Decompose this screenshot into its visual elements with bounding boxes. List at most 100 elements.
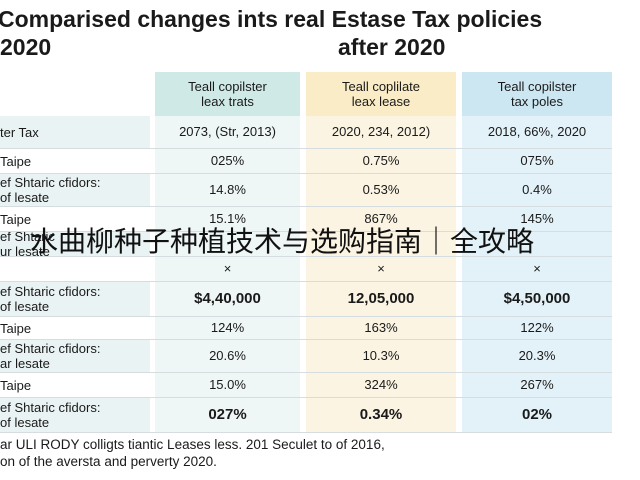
row-background xyxy=(0,340,150,372)
column-header-1-line-1: Teall copilster xyxy=(188,79,267,94)
table-cell: 163% xyxy=(306,317,456,339)
row-label-line: ef Shtaric cfidors: xyxy=(0,400,101,415)
table-row: ef Shtaric cfidors: of lesate $4,40,000 12,… xyxy=(0,282,612,316)
table-cell: 2073, (Str, 2013) xyxy=(155,116,300,148)
row-label-line: of lesate xyxy=(0,299,50,314)
column-header-2-line-1: Teall coplilate xyxy=(341,79,421,94)
row-label-line: ef Shtaric cfidors: xyxy=(0,175,101,190)
table-cell: 075% xyxy=(462,149,612,173)
table-row: ef Shtaric cfidors: ar lesate 20.6% 10.3% 20… xyxy=(0,340,612,372)
table-cell: 122% xyxy=(462,317,612,339)
row-divider xyxy=(0,206,612,207)
table-cell: 267% xyxy=(462,373,612,397)
row-label: ef Shtaric ur lesate xyxy=(0,232,150,256)
table-row: × × × xyxy=(0,257,612,281)
table-row: Taipe 15.1% 867% 145% xyxy=(0,207,612,231)
table-cell: × xyxy=(306,257,456,281)
table-row: ef Shtaric ur lesate xyxy=(0,232,612,256)
row-divider xyxy=(0,372,612,373)
table-cell: 15.1% xyxy=(155,207,300,231)
footnote-line-2: on of the aversta and perverty 2020. xyxy=(0,454,217,469)
row-background xyxy=(0,282,150,316)
row-divider xyxy=(0,432,612,433)
title-line-2-left: 2020 xyxy=(0,34,52,60)
row-background xyxy=(0,398,150,432)
table-cell: 14.8% xyxy=(155,174,300,206)
table-cell: 20.6% xyxy=(155,340,300,372)
row-background xyxy=(0,174,150,206)
row-label: Taipe xyxy=(0,373,150,397)
row-label: ef Shtaric cfidors: of lesate xyxy=(0,398,150,432)
footnote-line-1: ar ULI RODY colligts tiantic Leases less… xyxy=(0,437,385,452)
row-background xyxy=(0,116,150,148)
table-row: ter Tax 2073, (Str, 2013) 2020, 234, 2012)… xyxy=(0,116,612,148)
column-header-3-line-2: tax poles xyxy=(510,94,564,109)
row-divider xyxy=(0,316,612,317)
row-label-line: Taipe xyxy=(0,320,32,336)
table-cell: $4,40,000 xyxy=(155,282,300,316)
row-label: ef Shtaric cfidors: ar lesate xyxy=(0,340,150,372)
row-label-line: of lesate xyxy=(0,190,50,205)
table-cell: 02% xyxy=(462,398,612,432)
table-cell: 2020, 234, 2012) xyxy=(306,116,456,148)
table-cell: 145% xyxy=(462,207,612,231)
table-cell: 0.75% xyxy=(306,149,456,173)
table-cell: 12,05,000 xyxy=(306,282,456,316)
row-divider xyxy=(0,256,612,257)
table-cell xyxy=(462,232,612,256)
table-cell: $4,50,000 xyxy=(462,282,612,316)
table-cell: 025% xyxy=(155,149,300,173)
row-label-line: ur lesate xyxy=(0,244,50,256)
table-cell: 867% xyxy=(306,207,456,231)
column-header-2-line-2: leax lease xyxy=(351,94,411,109)
row-label: ter Tax xyxy=(0,116,150,148)
row-label-line: Taipe xyxy=(0,211,32,227)
row-label-line: of lesate xyxy=(0,415,50,430)
table-cell: × xyxy=(462,257,612,281)
row-label: Taipe xyxy=(0,149,150,173)
row-label: ef Shtaric cfidors: of lesate xyxy=(0,282,150,316)
row-label-line: Taipe xyxy=(0,377,32,393)
table-cell xyxy=(306,232,456,256)
table-cell: 0.53% xyxy=(306,174,456,206)
table-cell: × xyxy=(155,257,300,281)
column-header-3: Teall copilster tax poles xyxy=(462,72,612,116)
table-cell: 0.4% xyxy=(462,174,612,206)
table-row: ef Shtaric cfidors: of lesate 027% 0.34% 02% xyxy=(0,398,612,432)
table-cell: 124% xyxy=(155,317,300,339)
column-header-1-line-2: leax trats xyxy=(201,94,254,109)
row-label: Taipe xyxy=(0,317,150,339)
row-label-line: ar lesate xyxy=(0,356,50,371)
table-cell: 027% xyxy=(155,398,300,432)
row-background xyxy=(0,232,150,256)
row-divider xyxy=(0,397,612,398)
row-label-line: ef Shtaric xyxy=(0,232,55,244)
table-cell: 20.3% xyxy=(462,340,612,372)
column-header-1: Teall copilster leax trats xyxy=(155,72,300,116)
row-divider xyxy=(0,281,612,282)
row-label xyxy=(0,257,150,281)
overlay-caption: 水曲柳种子种植技术与选购指南｜全攻略 xyxy=(30,225,535,258)
row-divider xyxy=(0,339,612,340)
row-label-line: ef Shtaric cfidors: xyxy=(0,284,101,299)
row-label-line: ter Tax xyxy=(0,124,39,140)
table-row: Taipe 124% 163% 122% xyxy=(0,317,612,339)
table-header-row: Teall copilster leax trats Teall coplila… xyxy=(0,72,612,116)
table-cell: 2018, 66%, 2020 xyxy=(462,116,612,148)
title-line-2-right: after 2020 xyxy=(338,34,446,60)
row-label-line: ef Shtaric cfidors: xyxy=(0,341,101,356)
table-cell: 15.0% xyxy=(155,373,300,397)
table-row: ef Shtaric cfidors: of lesate 14.8% 0.53% 0.… xyxy=(0,174,612,206)
row-divider xyxy=(0,148,612,149)
table-cell: 10.3% xyxy=(306,340,456,372)
table-cell: 324% xyxy=(306,373,456,397)
row-label-line: Taipe xyxy=(0,153,32,169)
table-cell: 0.34% xyxy=(306,398,456,432)
column-header-3-line-1: Teall copilster xyxy=(497,79,577,94)
row-divider xyxy=(0,173,612,174)
footnote: ar ULI RODY colligts tiantic Leases less… xyxy=(0,436,640,470)
table-row: Taipe 025% 0.75% 075% xyxy=(0,149,612,173)
column-header-2: Teall coplilate leax lease xyxy=(306,72,456,116)
title-line-1: Comparised changes ints real Estase Tax … xyxy=(0,6,543,32)
table-row: Taipe 15.0% 324% 267% xyxy=(0,373,612,397)
